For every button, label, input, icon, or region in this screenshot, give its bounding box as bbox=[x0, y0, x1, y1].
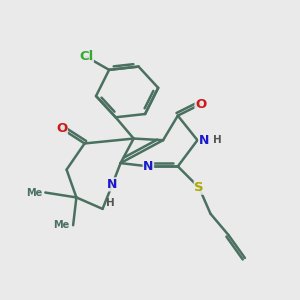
Text: S: S bbox=[194, 181, 204, 194]
Text: O: O bbox=[56, 122, 67, 135]
Text: H: H bbox=[213, 135, 222, 145]
Text: Cl: Cl bbox=[79, 50, 93, 63]
Text: Me: Me bbox=[26, 188, 42, 197]
Text: H: H bbox=[106, 198, 115, 208]
Text: O: O bbox=[195, 98, 206, 111]
Text: Me: Me bbox=[54, 220, 70, 230]
Text: N: N bbox=[107, 178, 118, 191]
Text: N: N bbox=[199, 134, 209, 147]
Text: N: N bbox=[143, 160, 154, 173]
